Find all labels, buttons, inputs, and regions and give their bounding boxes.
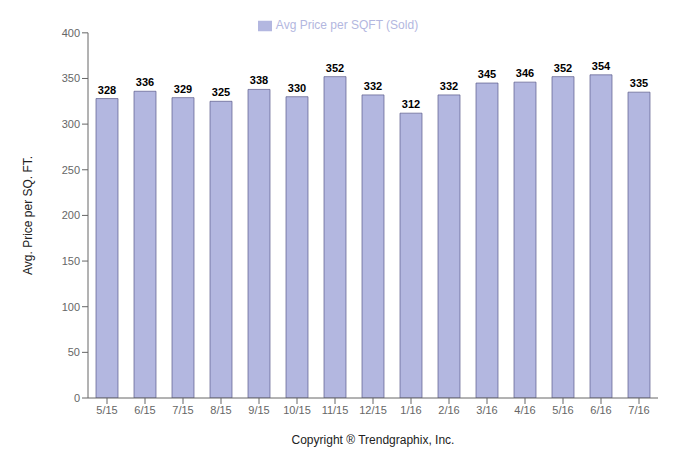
html-text:Avg Price per SQFT (Sold): Avg Price per SQFT (Sold) <box>275 18 419 32</box>
svg-text:336: 336 <box>136 76 154 88</box>
svg-text:150: 150 <box>62 255 80 267</box>
svg-text:250: 250 <box>62 164 80 176</box>
svg-text:328: 328 <box>98 84 116 96</box>
svg-text:345: 345 <box>478 68 496 80</box>
svg-text:10/15: 10/15 <box>283 404 311 416</box>
svg-text:100: 100 <box>62 301 80 313</box>
svg-text:Avg. Price per SQ. FT.: Avg. Price per SQ. FT. <box>21 156 35 275</box>
svg-text:7/15: 7/15 <box>172 404 193 416</box>
svg-text:1/16: 1/16 <box>400 404 421 416</box>
svg-text:6/15: 6/15 <box>134 404 155 416</box>
svg-text:346: 346 <box>516 67 534 79</box>
svg-text:5/16: 5/16 <box>552 404 573 416</box>
svg-text:330: 330 <box>288 82 306 94</box>
svg-text:300: 300 <box>62 118 80 130</box>
svg-text:200: 200 <box>62 209 80 221</box>
svg-text:12/15: 12/15 <box>359 404 387 416</box>
svg-text:50: 50 <box>68 346 80 358</box>
svg-text:3/16: 3/16 <box>476 404 497 416</box>
svg-text:6/16: 6/16 <box>590 404 611 416</box>
svg-text:312: 312 <box>402 98 420 110</box>
svg-text:7/16: 7/16 <box>628 404 649 416</box>
svg-text:Copyright ® Trendgraphix, Inc.: Copyright ® Trendgraphix, Inc. <box>292 433 455 447</box>
svg-text:4/16: 4/16 <box>514 404 535 416</box>
svg-text:352: 352 <box>554 62 572 74</box>
svg-text:9/15: 9/15 <box>248 404 269 416</box>
svg-text:8/15: 8/15 <box>210 404 231 416</box>
svg-text:332: 332 <box>440 80 458 92</box>
svg-text:0: 0 <box>74 392 80 404</box>
svg-text:5/15: 5/15 <box>96 404 117 416</box>
svg-text:335: 335 <box>630 77 648 89</box>
svg-text:329: 329 <box>174 83 192 95</box>
svg-text:352: 352 <box>326 62 344 74</box>
svg-text:325: 325 <box>212 86 230 98</box>
svg-text:400: 400 <box>62 27 80 39</box>
svg-text:11/15: 11/15 <box>322 404 349 416</box>
svg-text:338: 338 <box>250 74 268 86</box>
svg-text:354: 354 <box>592 60 611 72</box>
svg-text:2/16: 2/16 <box>438 404 459 416</box>
svg-text:332: 332 <box>364 80 382 92</box>
svg-text:350: 350 <box>62 72 80 84</box>
